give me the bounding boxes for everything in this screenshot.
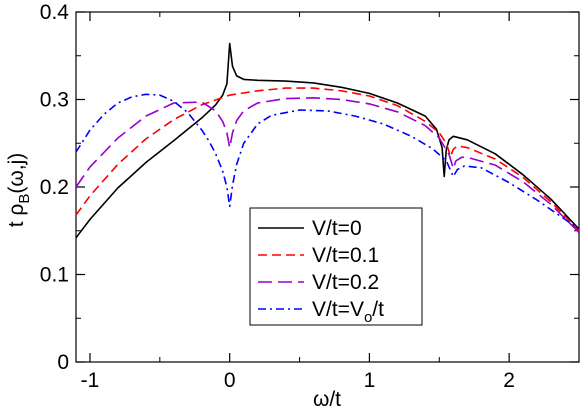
ticks: -1 0 1 2 0 0.1 0.2 0.3 0.4 (40, 1, 580, 392)
y-tick-label: 0.2 (40, 176, 69, 199)
x-tick-label: 1 (364, 369, 376, 392)
y-tick-label: 0 (57, 351, 69, 374)
legend-label-3: V/t=Vo/t (312, 298, 384, 326)
y-tick-label: 0.3 (40, 89, 69, 112)
y-tick-label: 0.1 (40, 264, 69, 287)
x-tick-label: 0 (224, 369, 236, 392)
series-line-0 (75, 42, 580, 239)
legend-label-1: V/t=0.1 (312, 244, 379, 267)
series-line-2 (75, 97, 580, 234)
legend-label-2: V/t=0.2 (312, 271, 379, 294)
x-tick-label: -1 (81, 369, 100, 392)
x-tick-label: 2 (503, 369, 515, 392)
legend: V/t=0 V/t=0.1 V/t=0.2 V/t=Vo/t (249, 207, 423, 326)
series-group (75, 42, 580, 239)
x-axis-label: ω/t (313, 388, 341, 411)
legend-label-0: V/t=0 (312, 217, 362, 240)
series-line-1 (75, 87, 580, 232)
y-axis-label: t ρB(ω,j) (5, 153, 33, 228)
y-tick-label: 0.4 (40, 1, 70, 24)
series-line-3 (75, 93, 580, 230)
